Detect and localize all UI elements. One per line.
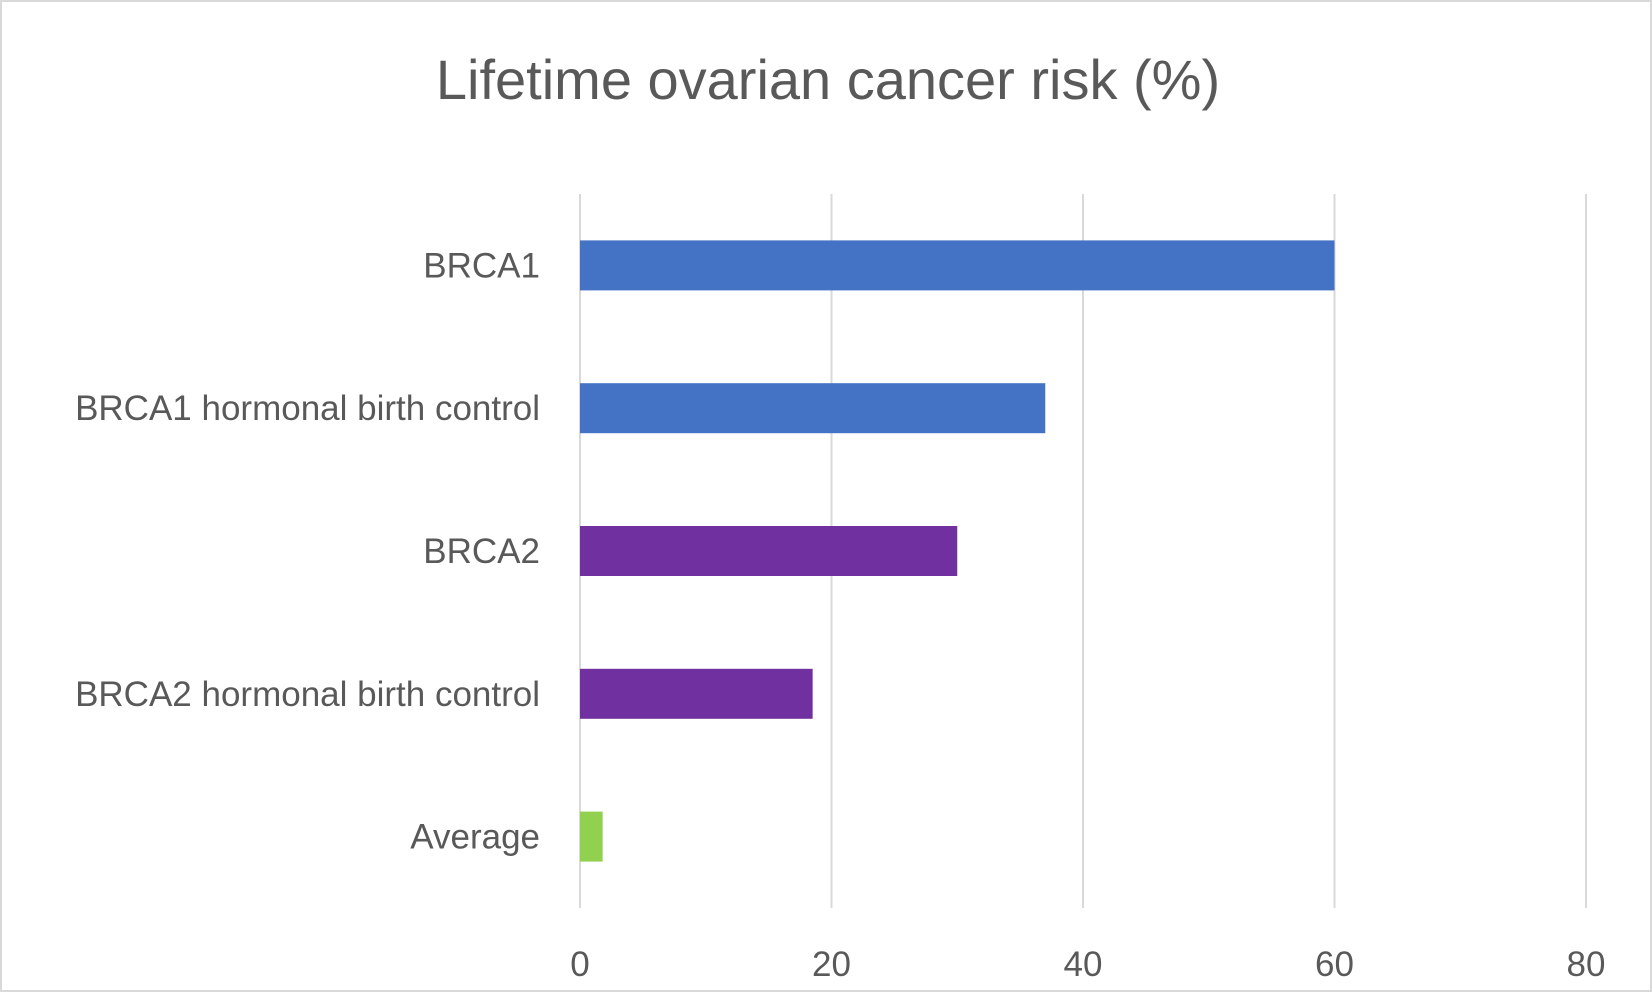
bar [580, 668, 813, 719]
category-label: BRCA2 hormonal birth control [75, 675, 540, 714]
x-axis-tick-labels: 0 20 40 60 80 [570, 945, 1605, 984]
bar [580, 811, 603, 862]
chart-title: Lifetime ovarian cancer risk (%) [436, 48, 1220, 111]
bars [580, 240, 1335, 862]
x-tick-label: 0 [570, 945, 589, 984]
x-tick-label: 80 [1567, 945, 1606, 984]
x-tick-label: 20 [812, 945, 851, 984]
bar [580, 383, 1046, 434]
category-label: Average [410, 818, 540, 857]
gridlines [579, 194, 1587, 908]
bar [580, 526, 958, 576]
category-label: BRCA1 [423, 246, 540, 285]
category-labels: BRCA1 BRCA1 hormonal birth control BRCA2 BR… [75, 246, 540, 856]
x-tick-label: 60 [1315, 945, 1354, 984]
bar [580, 240, 1335, 291]
category-label: BRCA2 [423, 532, 540, 571]
x-tick-label: 40 [1064, 945, 1103, 984]
category-label: BRCA1 hormonal birth control [75, 389, 540, 428]
